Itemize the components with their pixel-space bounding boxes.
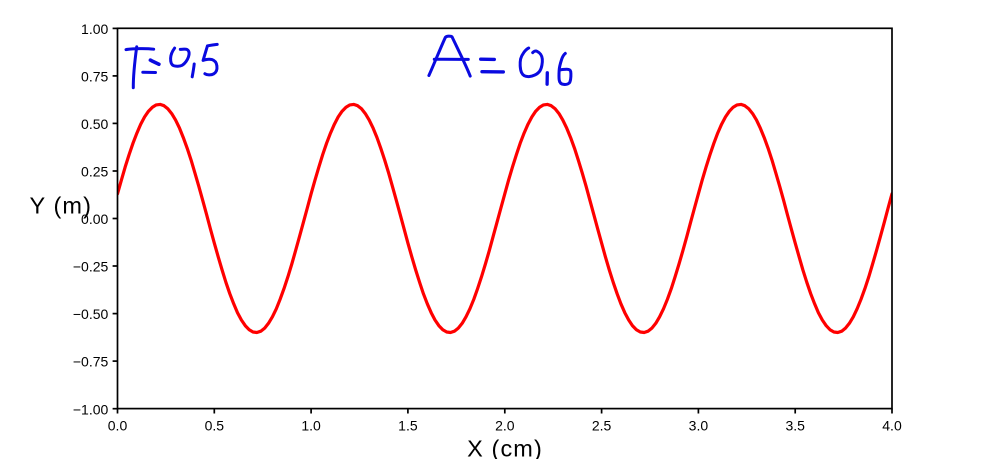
svg-text:−0.75: −0.75 [73,354,109,370]
svg-text:0.75: 0.75 [81,69,108,85]
svg-text:2.5: 2.5 [592,417,612,433]
svg-text:0.25: 0.25 [81,164,108,180]
svg-text:0.5: 0.5 [205,417,225,433]
svg-text:1.0: 1.0 [301,417,321,433]
svg-text:3.5: 3.5 [785,417,805,433]
svg-text:1.5: 1.5 [398,417,418,433]
svg-text:3.0: 3.0 [689,417,709,433]
svg-text:1.00: 1.00 [81,21,108,37]
svg-text:0.00: 0.00 [81,211,108,227]
svg-text:0.50: 0.50 [81,116,108,132]
svg-text:0.0: 0.0 [108,417,128,433]
svg-text:2.0: 2.0 [495,417,515,433]
svg-text:X (cm): X (cm) [467,436,543,459]
svg-text:−0.25: −0.25 [73,259,109,275]
svg-text:Y (m): Y (m) [30,193,93,219]
svg-text:−1.00: −1.00 [73,401,109,417]
svg-text:−0.50: −0.50 [73,306,109,322]
svg-text:4.0: 4.0 [882,417,902,433]
